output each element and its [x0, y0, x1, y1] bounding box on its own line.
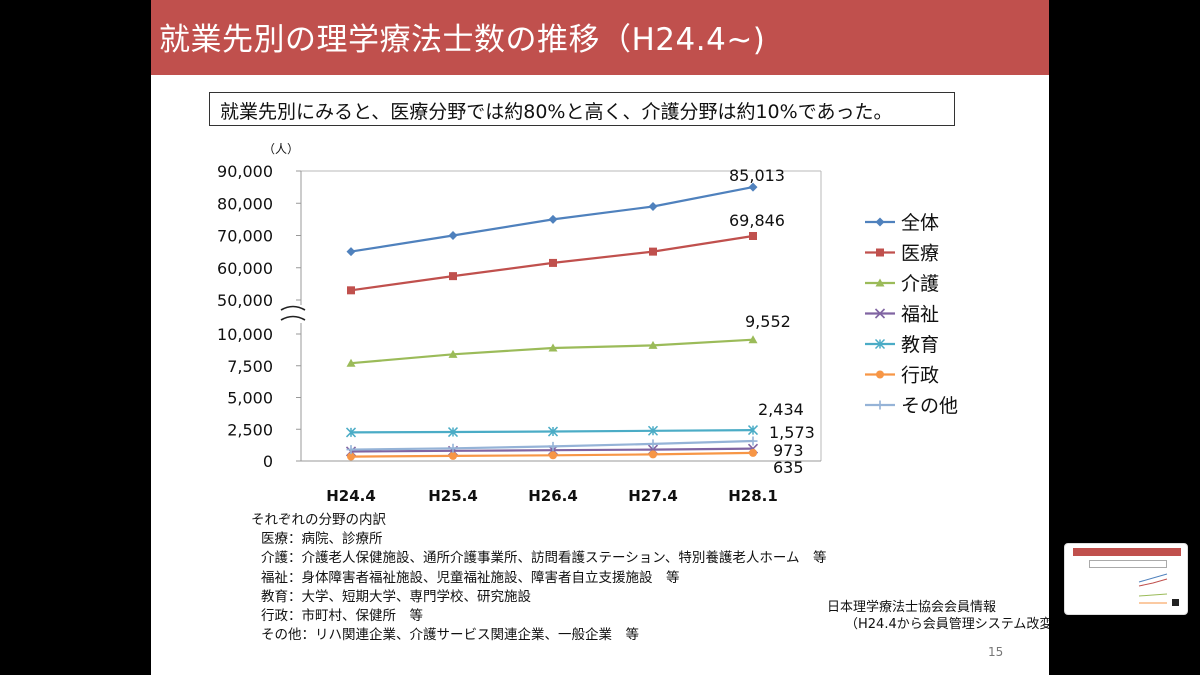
data-point-5 [449, 451, 457, 460]
data-point-1 [347, 286, 355, 295]
legend-label: 福祉 [901, 304, 939, 326]
legend-label: 行政 [901, 365, 939, 387]
note-item-education: 教育：大学、短期大学、専門学校、研究施設 [261, 588, 531, 605]
data-point-2 [748, 335, 758, 344]
line-chart: 50,000 60,000 70,000 80,000 90,000 0 2,500 5,00… [217, 142, 958, 505]
thumbnail-line-1 [1138, 573, 1168, 583]
source-line-2: （H24.4から会員管理システム改変） [845, 617, 1049, 632]
summary-text: 就業先別にみると、医療分野では約80%と高く、介護分野は約10%であった。 [220, 101, 893, 123]
slide-thumbnail-window[interactable] [1064, 543, 1188, 615]
notes-panel: それぞれの分野の内訳 医療：病院、診療所 介護：介護老人保健施設、通所介護事業所… [251, 511, 827, 645]
data-point-4 [345, 427, 357, 438]
note-item-other: その他：リハ関連企業、介護サービス関連企業、一般企業 等 [261, 627, 639, 644]
thumbnail-title-bar [1073, 548, 1181, 556]
data-point-1 [449, 272, 457, 281]
legend-label: 全体 [901, 212, 939, 234]
page-number: 15 [988, 645, 1004, 659]
data-point-2 [346, 358, 356, 367]
x-tick-label: H24.4 [326, 487, 376, 505]
data-point-1 [649, 247, 657, 256]
thumbnail-line-2 [1138, 578, 1168, 587]
summary-box: 就業先別にみると、医療分野では約80%と高く、介護分野は約10%であった。 [209, 92, 955, 126]
data-point-5 [649, 450, 657, 459]
legend-label: 医療 [901, 243, 939, 265]
legend-marker [875, 400, 885, 410]
y-tick-label: 10,000 [217, 325, 273, 344]
data-point-4 [647, 425, 659, 436]
y-tick-label: 60,000 [217, 259, 273, 278]
data-point-5 [549, 451, 557, 460]
axis-break-mark [280, 315, 306, 321]
legend-label: その他 [901, 395, 958, 417]
axis-break-mark [280, 305, 306, 311]
legend-label: 介護 [901, 273, 939, 295]
data-point-2 [548, 343, 558, 352]
thumbnail-summary-box [1089, 560, 1167, 568]
x-tick-label: H28.1 [728, 487, 778, 505]
data-point-2 [648, 340, 658, 349]
title-bar: 就業先別の理学療法士数の推移（H24.4~) [151, 0, 1049, 75]
legend-marker [874, 338, 886, 350]
note-item-welfare: 福祉：身体障害者福祉施設、児童福祉施設、障害者自立支援施設 等 [261, 569, 680, 586]
legend-marker [875, 278, 885, 287]
data-label: 85,013 [729, 166, 785, 185]
thumbnail-slide-preview [1073, 548, 1181, 610]
y-tick-label: 70,000 [217, 227, 273, 246]
y-tick-label: 2,500 [227, 420, 273, 439]
slide-title: 就業先別の理学療法士数の推移（H24.4~) [159, 22, 766, 58]
data-point-0 [648, 201, 658, 211]
data-label: 2,434 [758, 400, 804, 419]
y-tick-label: 80,000 [217, 194, 273, 213]
data-label: 69,846 [729, 211, 785, 230]
data-point-6 [448, 443, 458, 453]
source-note: 日本理学療法士協会会員情報 （H24.4から会員管理システム改変） [827, 599, 1049, 633]
data-point-6 [648, 439, 658, 449]
data-point-6 [346, 445, 356, 455]
legend-label: 教育 [901, 334, 939, 356]
data-point-6 [748, 436, 758, 446]
legend-marker [876, 248, 884, 257]
note-item-medical: 医療：病院、診療所 [261, 531, 383, 548]
thumbnail-line-3 [1138, 593, 1168, 597]
data-point-5 [347, 452, 355, 461]
y-axis-unit-label: （人） [263, 142, 299, 156]
data-point-6 [548, 441, 558, 451]
data-point-4 [447, 427, 459, 438]
x-tick-label: H25.4 [428, 487, 478, 505]
thumbnail-corner-marker [1172, 599, 1179, 606]
y-tick-label: 50,000 [217, 291, 273, 310]
data-point-0 [748, 182, 758, 192]
note-item-administration: 行政：市町村、保健所 等 [261, 608, 423, 625]
slide: 就業先別の理学療法士数の推移（H24.4~) 就業先別にみると、医療分野では約8… [151, 0, 1049, 675]
data-point-0 [548, 214, 558, 224]
x-tick-label: H27.4 [628, 487, 678, 505]
legend-marker [874, 308, 886, 319]
thumbnail-chart [1138, 573, 1168, 604]
y-tick-label: 5,000 [227, 389, 273, 408]
data-label: 1,573 [769, 423, 815, 442]
data-point-0 [448, 231, 458, 240]
data-label: 635 [773, 458, 804, 477]
data-label: 973 [773, 441, 804, 460]
data-point-0 [346, 247, 356, 257]
data-label: 9,552 [745, 312, 791, 331]
legend-marker [876, 370, 884, 379]
data-point-1 [749, 231, 757, 240]
legend-marker [875, 217, 885, 227]
source-line-1: 日本理学療法士協会会員情報 [827, 600, 997, 615]
data-point-4 [547, 426, 559, 437]
note-item-care: 介護：介護老人保健施設、通所介護事業所、訪問看護ステーション、特別養護老人ホーム… [261, 550, 827, 567]
x-tick-label: H26.4 [528, 487, 578, 505]
y-tick-label: 0 [263, 452, 273, 471]
data-point-1 [549, 258, 557, 267]
notes-heading: それぞれの分野の内訳 [251, 512, 386, 528]
y-tick-label: 90,000 [217, 162, 273, 181]
data-point-5 [749, 448, 757, 457]
data-point-2 [448, 349, 458, 358]
data-point-4 [747, 425, 759, 436]
y-tick-label: 7,500 [227, 357, 273, 376]
